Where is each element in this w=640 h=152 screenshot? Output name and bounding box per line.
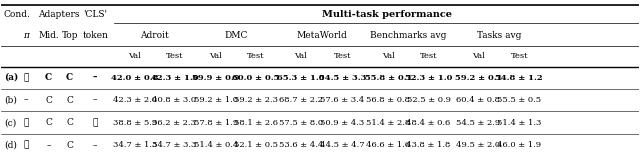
Text: C: C: [45, 73, 52, 82]
Text: 59.2 ± 1.0: 59.2 ± 1.0: [194, 96, 238, 104]
Text: ✓: ✓: [24, 73, 29, 82]
Text: 55.8 ± 0.1: 55.8 ± 0.1: [365, 74, 412, 81]
Text: (c): (c): [4, 118, 16, 127]
Text: 50.9 ± 4.3: 50.9 ± 4.3: [320, 119, 364, 127]
Text: 59.2 ± 0.1: 59.2 ± 0.1: [454, 74, 502, 81]
Text: Val: Val: [209, 52, 222, 60]
Text: 56.8 ± 0.8: 56.8 ± 0.8: [366, 96, 410, 104]
Text: 42.0 ± 0.8: 42.0 ± 0.8: [111, 74, 159, 81]
Text: C: C: [45, 118, 52, 127]
Text: 46.6 ± 1.6: 46.6 ± 1.6: [366, 141, 410, 149]
Text: 68.7 ± 2.2: 68.7 ± 2.2: [279, 96, 323, 104]
Text: (b): (b): [4, 96, 17, 105]
Text: 'CLS': 'CLS': [83, 10, 108, 19]
Text: 52.5 ± 0.9: 52.5 ± 0.9: [406, 96, 451, 104]
Text: ✓: ✓: [24, 118, 29, 127]
Text: –: –: [93, 96, 97, 105]
Text: (d): (d): [4, 141, 17, 150]
Text: –: –: [24, 96, 29, 105]
Text: Test: Test: [166, 52, 183, 60]
Text: –: –: [93, 73, 97, 82]
Text: 54.5 ± 2.9: 54.5 ± 2.9: [456, 119, 500, 127]
Text: 60.4 ± 0.8: 60.4 ± 0.8: [456, 96, 500, 104]
Text: C: C: [66, 96, 73, 105]
Text: ✓: ✓: [93, 118, 98, 127]
Text: 38.8 ± 5.9: 38.8 ± 5.9: [113, 119, 157, 127]
Text: token: token: [83, 31, 108, 40]
Text: C: C: [66, 118, 73, 127]
Text: 65.3 ± 1.0: 65.3 ± 1.0: [277, 74, 324, 81]
Text: C: C: [66, 73, 73, 82]
Text: 60.0 ± 0.5: 60.0 ± 0.5: [232, 74, 280, 81]
Text: 53.6 ± 4.4: 53.6 ± 4.4: [278, 141, 323, 149]
Text: 46.0 ± 1.9: 46.0 ± 1.9: [497, 141, 541, 149]
Text: Top: Top: [61, 31, 78, 40]
Text: Mid.: Mid.: [38, 31, 59, 40]
Text: 51.4 ± 0.4: 51.4 ± 0.4: [194, 141, 238, 149]
Text: 52.3 ± 1.0: 52.3 ± 1.0: [405, 74, 452, 81]
Text: 44.5 ± 4.7: 44.5 ± 4.7: [320, 141, 365, 149]
Text: 43.8 ± 1.8: 43.8 ± 1.8: [406, 141, 451, 149]
Text: 52.1 ± 0.5: 52.1 ± 0.5: [234, 141, 278, 149]
Text: Multi-task performance: Multi-task performance: [322, 10, 452, 19]
Text: Adroit: Adroit: [140, 31, 169, 40]
Text: 55.5 ± 0.5: 55.5 ± 0.5: [497, 96, 541, 104]
Text: Cond.: Cond.: [4, 10, 31, 19]
Text: 54.5 ± 3.3: 54.5 ± 3.3: [319, 74, 366, 81]
Text: 51.4 ± 2.8: 51.4 ± 2.8: [366, 119, 410, 127]
Text: 51.4 ± 1.3: 51.4 ± 1.3: [497, 119, 541, 127]
Text: 58.1 ± 2.6: 58.1 ± 2.6: [234, 119, 278, 127]
Text: MetaWorld: MetaWorld: [296, 31, 347, 40]
Text: Test: Test: [248, 52, 265, 60]
Text: 48.4 ± 0.6: 48.4 ± 0.6: [406, 119, 451, 127]
Text: Test: Test: [511, 52, 528, 60]
Text: 42.3 ± 2.0: 42.3 ± 2.0: [113, 96, 157, 104]
Text: Tasks avg: Tasks avg: [477, 31, 521, 40]
Text: Val: Val: [129, 52, 141, 60]
Text: Val: Val: [382, 52, 395, 60]
Text: 59.2 ± 2.3: 59.2 ± 2.3: [234, 96, 278, 104]
Text: Benchmarks avg: Benchmarks avg: [371, 31, 447, 40]
Text: Test: Test: [420, 52, 437, 60]
Text: 42.3 ± 1.0: 42.3 ± 1.0: [150, 74, 198, 81]
Text: ✓: ✓: [24, 141, 29, 150]
Text: 40.8 ± 3.0: 40.8 ± 3.0: [152, 96, 196, 104]
Text: 34.7 ± 1.5: 34.7 ± 1.5: [113, 141, 157, 149]
Text: Val: Val: [472, 52, 485, 60]
Text: –: –: [46, 141, 51, 150]
Text: Test: Test: [333, 52, 351, 60]
Text: 57.6 ± 3.4: 57.6 ± 3.4: [320, 96, 364, 104]
Text: π: π: [23, 31, 29, 40]
Text: 57.8 ± 1.9: 57.8 ± 1.9: [194, 119, 238, 127]
Text: 36.2 ± 2.3: 36.2 ± 2.3: [152, 119, 196, 127]
Text: 49.5 ± 2.0: 49.5 ± 2.0: [456, 141, 500, 149]
Text: (a): (a): [4, 73, 18, 82]
Text: 59.9 ± 0.9: 59.9 ± 0.9: [192, 74, 240, 81]
Text: 34.7 ± 3.3: 34.7 ± 3.3: [152, 141, 196, 149]
Text: DMC: DMC: [225, 31, 248, 40]
Text: Val: Val: [294, 52, 307, 60]
Text: C: C: [66, 141, 73, 150]
Text: 54.8 ± 1.2: 54.8 ± 1.2: [495, 74, 543, 81]
Text: Adapters: Adapters: [38, 10, 80, 19]
Text: 57.5 ± 8.0: 57.5 ± 8.0: [279, 119, 323, 127]
Text: C: C: [45, 96, 52, 105]
Text: –: –: [93, 141, 97, 150]
